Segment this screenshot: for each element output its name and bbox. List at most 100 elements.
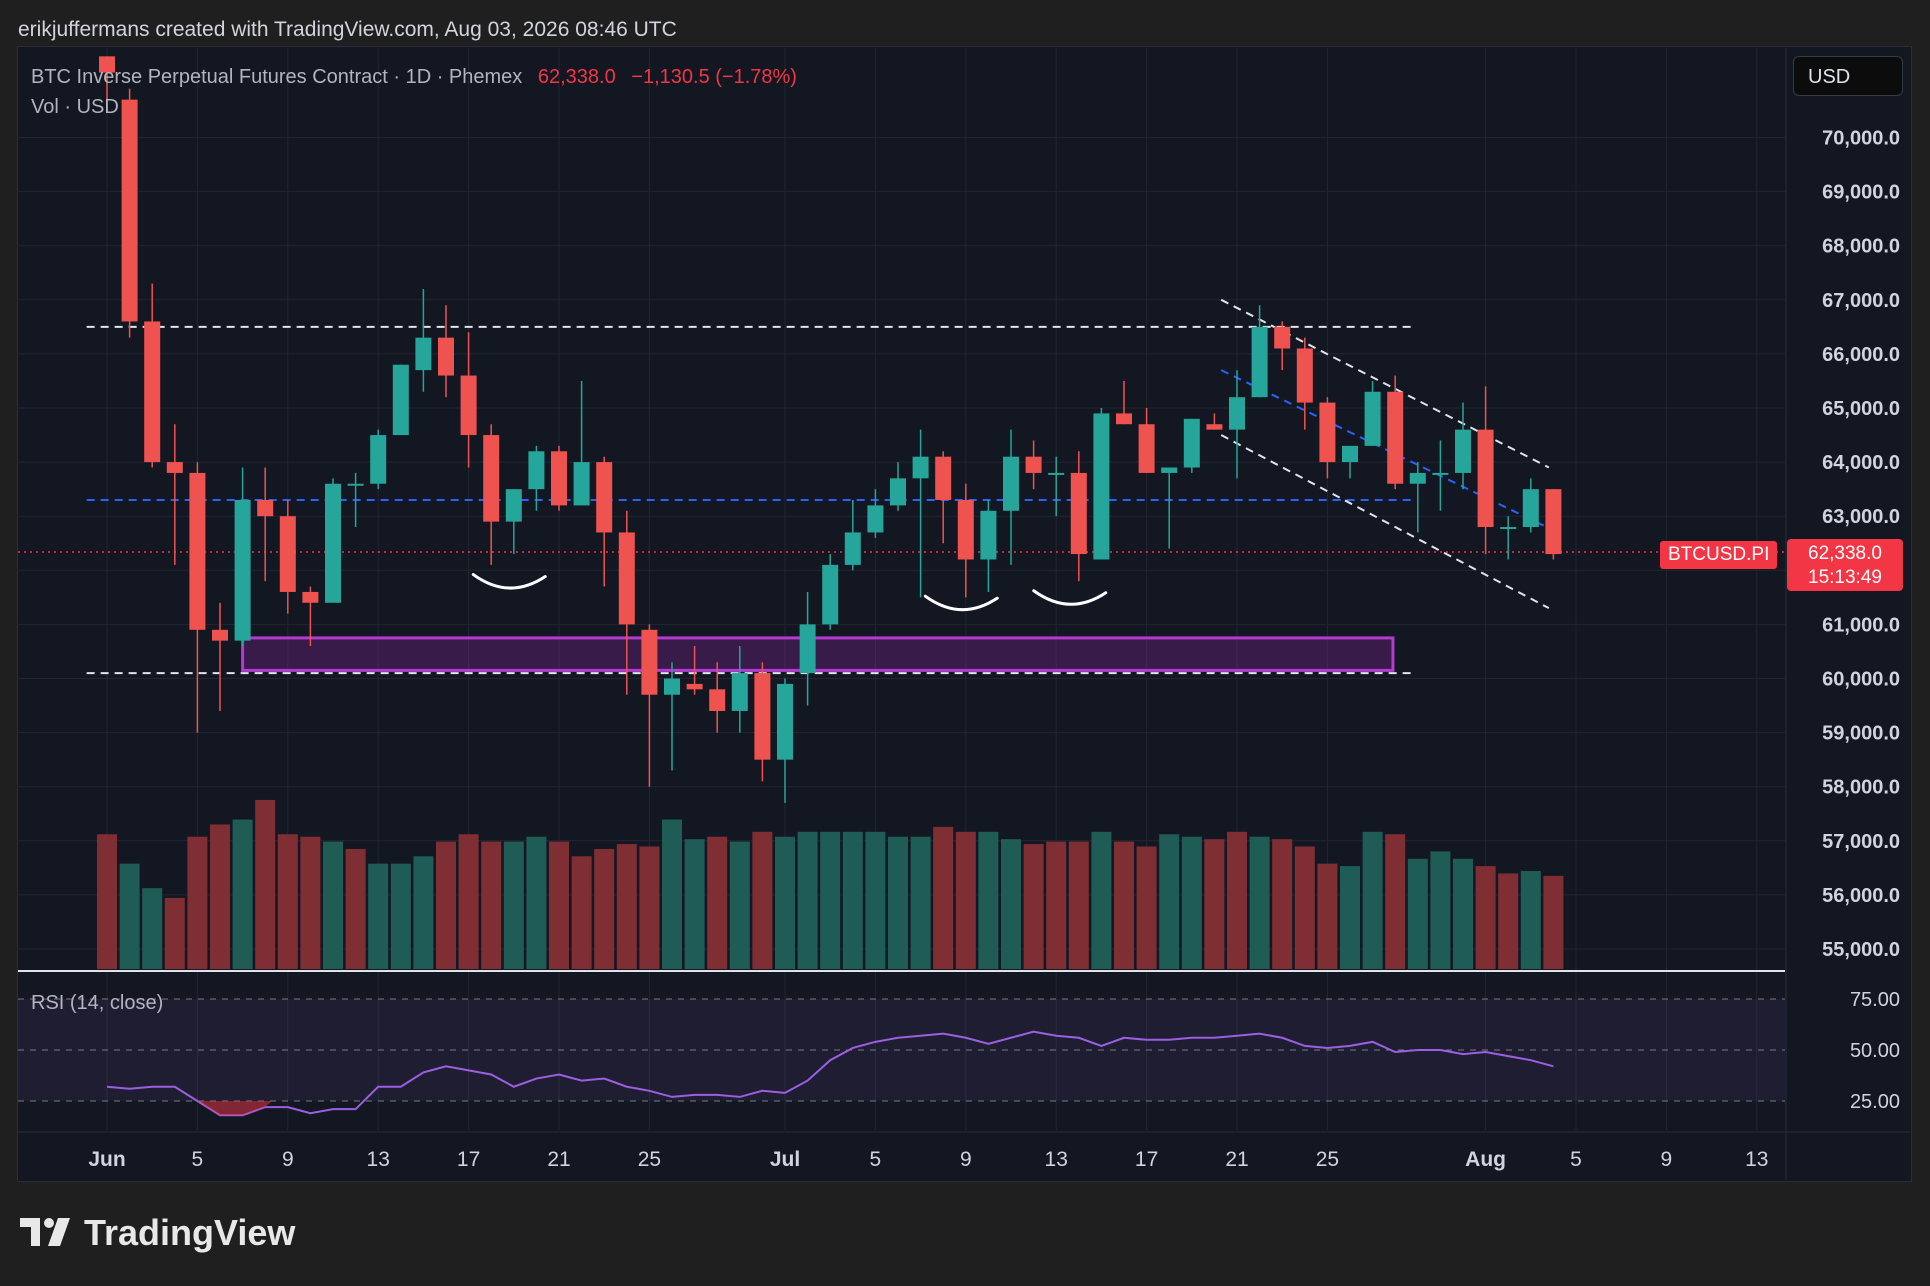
candle-up <box>912 429 929 598</box>
volume-bar <box>1385 834 1406 969</box>
candle-up <box>505 489 522 555</box>
candle-down <box>618 510 635 695</box>
symbol-price-tag: BTCUSD.PI <box>1660 541 1778 569</box>
volume-bar <box>662 819 682 969</box>
candle-body <box>867 505 884 533</box>
candle-body <box>189 472 206 630</box>
candle-up <box>1409 462 1426 533</box>
volume-bar <box>1520 871 1541 969</box>
volume-bar <box>1046 841 1067 969</box>
volume-bar <box>119 863 140 969</box>
volume-bar <box>390 863 411 969</box>
volume-bar <box>1249 836 1270 969</box>
chart-frame <box>17 46 1912 1182</box>
volume-bar <box>1023 844 1044 969</box>
candle-down <box>935 451 952 544</box>
brand-name: TradingView <box>84 1212 296 1253</box>
candle-body <box>144 321 161 463</box>
candle-down <box>460 332 477 468</box>
time-axis-label: 21 <box>547 1148 570 1171</box>
volume-bar <box>775 836 795 969</box>
candle-body <box>415 337 432 371</box>
price-axis-label: 60,000.0 <box>1822 669 1900 691</box>
time-axis-label: 13 <box>367 1148 390 1171</box>
candle-body <box>279 516 296 592</box>
candle-up <box>799 591 816 706</box>
candle-up <box>325 478 341 603</box>
time-axis-label: Aug <box>1465 1148 1506 1171</box>
volume-bar <box>571 856 592 969</box>
candle-body <box>483 435 500 522</box>
volume-bar <box>1159 834 1180 969</box>
candle-body <box>370 435 387 484</box>
volume-bar <box>1272 839 1293 969</box>
candle-up <box>1342 445 1358 479</box>
volume-bar <box>1407 858 1428 969</box>
volume-bar <box>933 826 954 969</box>
candle-body <box>822 564 839 625</box>
candle-down <box>686 646 703 695</box>
candle-up <box>573 380 590 506</box>
volume-bar <box>1430 851 1451 969</box>
candle-body <box>1364 391 1381 446</box>
price-axis-label: 67,000.0 <box>1822 290 1900 312</box>
time-axis-label: 13 <box>1745 1148 1768 1171</box>
candle-body <box>1274 326 1291 349</box>
channel-lower-line <box>1220 434 1550 610</box>
volume-bar <box>707 836 728 969</box>
candle-body <box>1319 402 1336 463</box>
candle-body <box>1455 429 1471 473</box>
candle-up <box>415 288 432 392</box>
price-axis-label: 56,000.0 <box>1822 885 1900 907</box>
candle-body <box>1477 429 1494 528</box>
candle-down <box>99 56 115 100</box>
volume-bar <box>1136 846 1157 969</box>
candle-down <box>641 624 658 787</box>
candle-up <box>234 467 251 647</box>
symbol-name: BTC Inverse Perpetual Futures Contract ·… <box>31 66 523 88</box>
candle-body <box>1183 418 1200 468</box>
volume-bar <box>458 834 479 969</box>
rsi-axis-label: 75.00 <box>1850 989 1900 1011</box>
time-axis-label: 25 <box>1316 1148 1339 1171</box>
candle-body <box>890 478 906 506</box>
volume-bar <box>142 888 163 969</box>
symbol-legend: BTC Inverse Perpetual Futures Contract ·… <box>31 66 797 89</box>
rsi-legend: RSI (14, close) <box>31 992 164 1014</box>
candle-body <box>731 673 748 711</box>
swing-low-arc <box>1032 589 1108 606</box>
volume-bar <box>729 841 750 969</box>
volume-bar <box>277 834 298 969</box>
time-axis-label: Jul <box>770 1148 800 1171</box>
candle-up <box>1183 418 1200 473</box>
candle-body <box>618 532 635 625</box>
candle-up <box>1093 408 1110 560</box>
candle-body <box>99 56 115 73</box>
volume-bar <box>481 841 502 969</box>
volume-bar <box>1340 866 1360 969</box>
candle-down <box>754 662 771 782</box>
tradingview-logo-icon <box>20 1218 70 1246</box>
candle-body <box>1070 472 1087 555</box>
candle-body <box>980 510 997 560</box>
volume-legend: Vol · USD <box>31 96 119 118</box>
currency-button[interactable]: USD <box>1793 56 1903 96</box>
candle-body <box>1387 391 1404 484</box>
candle-body <box>1500 527 1517 530</box>
price-axis-label: 70,000.0 <box>1822 128 1900 150</box>
volume-bar <box>865 831 886 969</box>
candle-body <box>460 375 477 436</box>
time-axis-label: 17 <box>457 1148 480 1171</box>
volume-bar <box>187 836 208 969</box>
volume-bar <box>978 831 999 969</box>
candle-up <box>1003 429 1019 565</box>
candle-down <box>1025 440 1042 490</box>
candle-up <box>1500 516 1517 560</box>
price-axis-label: 57,000.0 <box>1822 831 1900 853</box>
candle-down <box>1319 397 1336 479</box>
candle-body <box>166 462 183 473</box>
candle-up <box>1229 370 1245 479</box>
volume-bar <box>1498 873 1519 969</box>
volume-bar <box>1317 863 1338 969</box>
